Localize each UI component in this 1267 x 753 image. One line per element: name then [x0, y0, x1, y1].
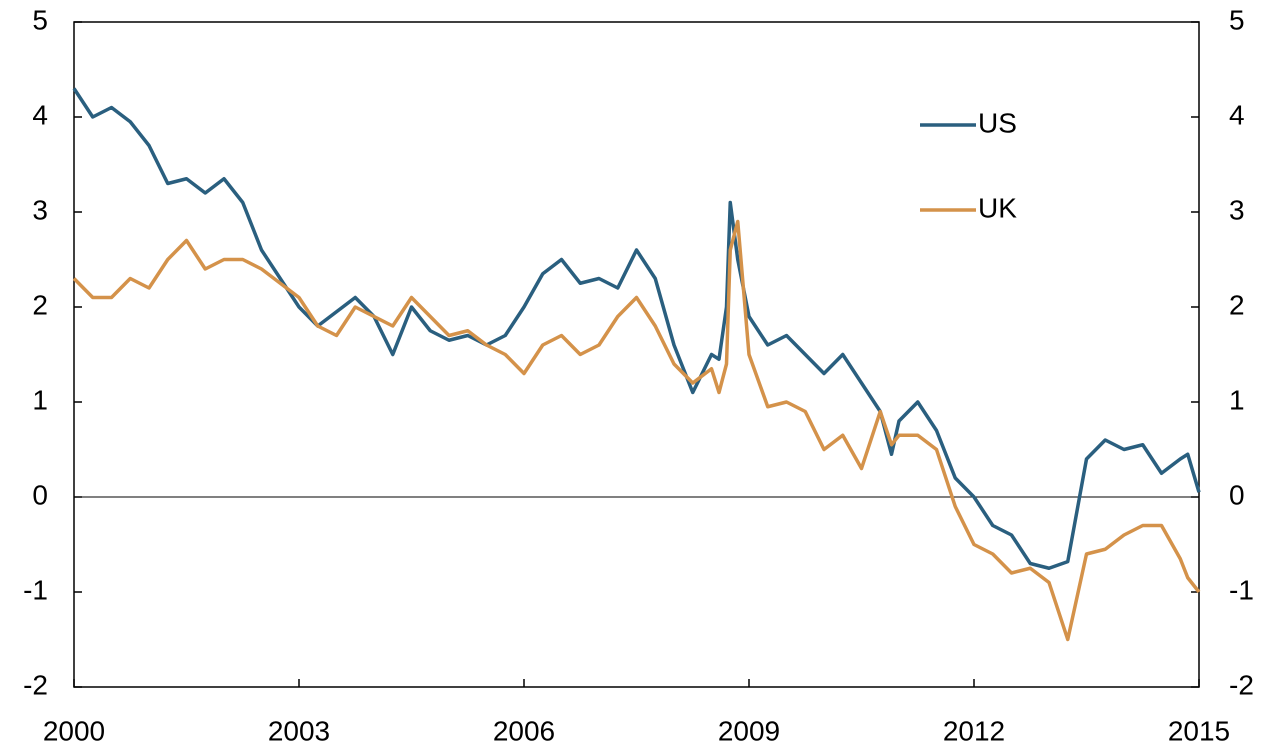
y2-tick-label: 5 — [1229, 4, 1245, 35]
y2-tick-label: -2 — [1229, 669, 1254, 700]
x-tick-label: 2003 — [268, 715, 330, 746]
y-tick-label: 3 — [32, 194, 48, 225]
y-tick-label: 2 — [32, 289, 48, 320]
y2-tick-label: -1 — [1229, 574, 1254, 605]
y-tick-label: -1 — [23, 574, 48, 605]
y-tick-label: 4 — [32, 99, 48, 130]
series-line — [72, 87, 1201, 570]
y2-tick-label: 3 — [1229, 194, 1245, 225]
y-tick-label: 1 — [32, 384, 48, 415]
y-tick-label: 0 — [32, 479, 48, 510]
series-line — [72, 219, 1201, 642]
y-tick-label: -2 — [23, 669, 48, 700]
y-tick-label: 5 — [32, 4, 48, 35]
x-tick-label: 2009 — [718, 715, 780, 746]
legend-label: US — [978, 107, 1017, 138]
x-tick-label: 2015 — [1168, 715, 1230, 746]
y2-tick-label: 2 — [1229, 289, 1245, 320]
x-tick-label: 2006 — [493, 715, 555, 746]
y2-tick-label: 0 — [1229, 479, 1245, 510]
x-tick-label: 2012 — [943, 715, 1005, 746]
y2-tick-label: 1 — [1229, 384, 1245, 415]
legend-label: UK — [978, 192, 1017, 223]
plot-frame — [73, 21, 1200, 688]
y2-tick-label: 4 — [1229, 99, 1245, 130]
x-tick-label: 2000 — [43, 715, 105, 746]
